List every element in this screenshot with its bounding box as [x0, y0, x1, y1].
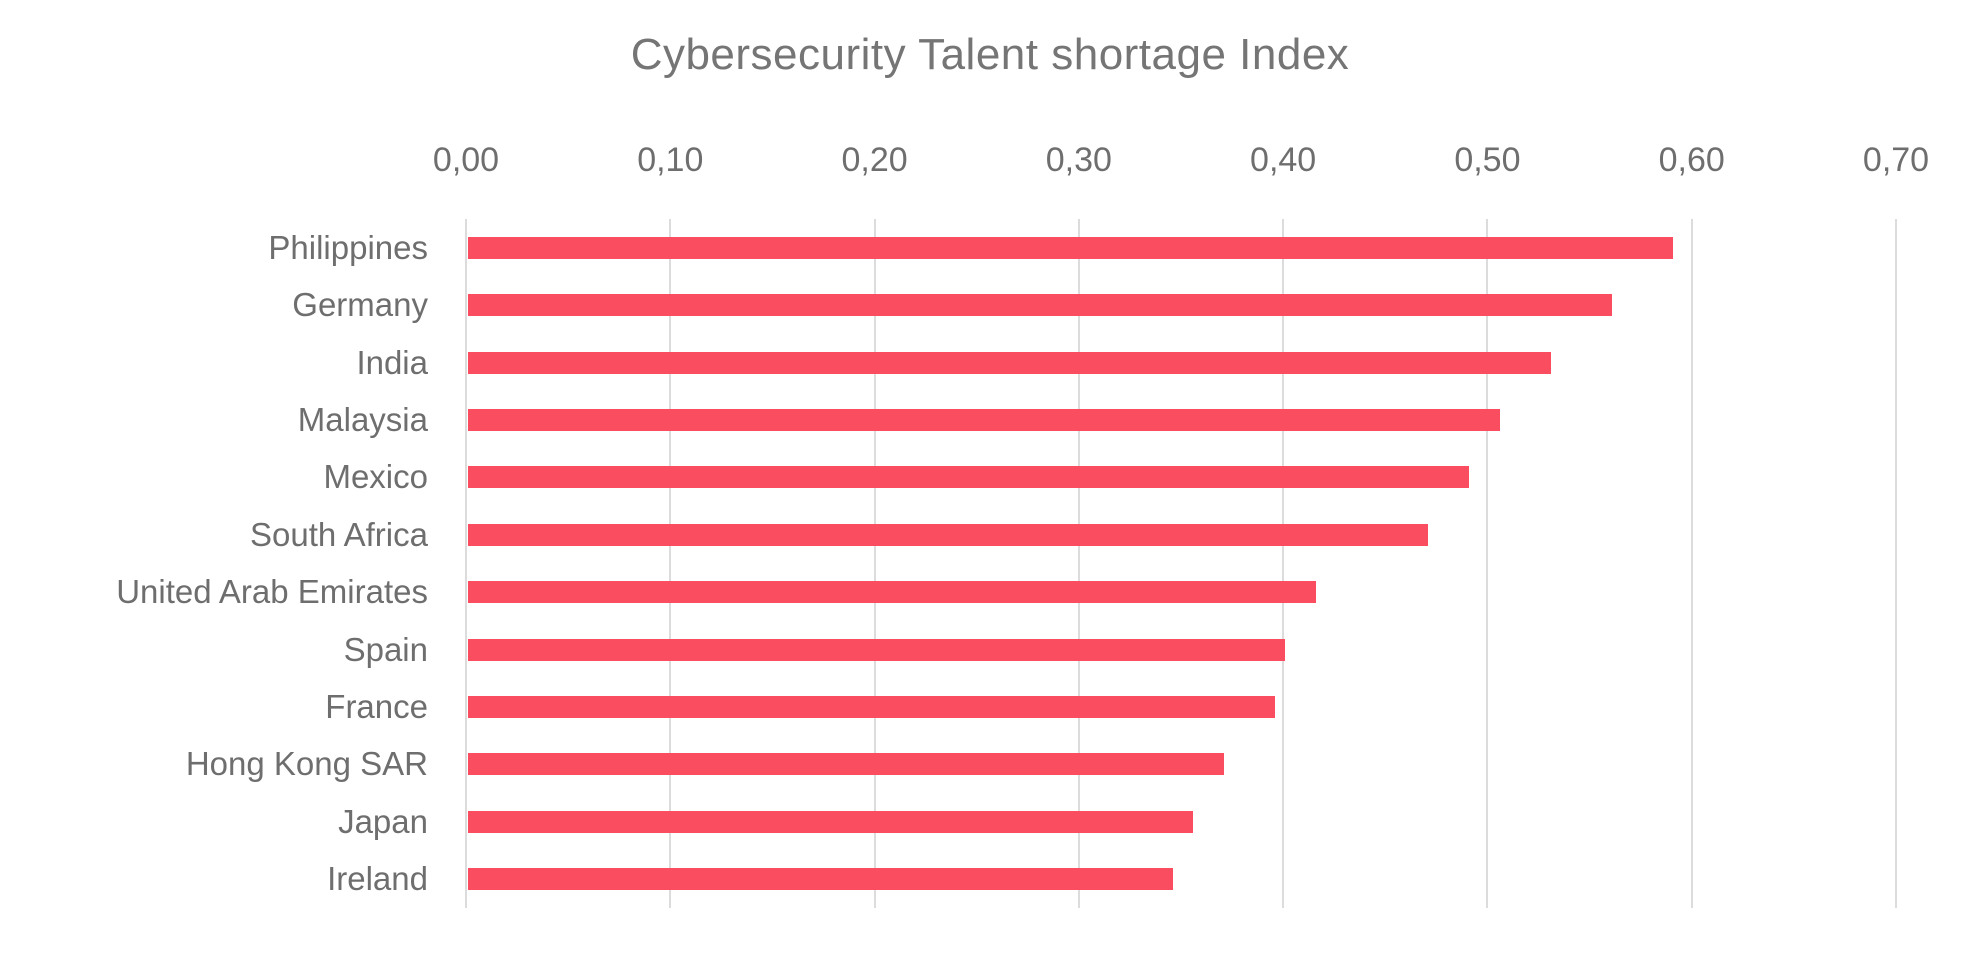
bar — [468, 581, 1316, 604]
category-label: Ireland — [327, 860, 428, 898]
bar — [468, 294, 1612, 317]
x-tick-label: 0,30 — [1045, 141, 1112, 179]
bar — [468, 810, 1194, 833]
bar — [468, 466, 1469, 489]
gridline — [1690, 219, 1693, 908]
x-tick-label: 0,00 — [432, 141, 500, 179]
x-tick-label: 0,60 — [1658, 141, 1725, 179]
bar — [468, 868, 1173, 891]
gridline — [1282, 219, 1285, 908]
category-label: India — [356, 343, 428, 381]
x-tick-label: 0,40 — [1250, 141, 1317, 179]
bar — [468, 753, 1224, 776]
x-tick-label: 0,70 — [1862, 141, 1930, 179]
x-tick-label: 0,20 — [841, 141, 908, 179]
gridline — [465, 219, 467, 908]
chart-title: Cybersecurity Talent shortage Index — [630, 30, 1350, 79]
category-label: Mexico — [323, 458, 428, 496]
category-label: Malaysia — [297, 400, 428, 438]
category-label: Japan — [338, 802, 428, 840]
x-tick-label: 0,10 — [637, 141, 704, 179]
category-label: Spain — [343, 630, 428, 668]
category-label: Hong Kong SAR — [185, 745, 428, 783]
category-label: Philippines — [268, 228, 428, 266]
bar — [468, 351, 1551, 374]
gridline — [1077, 219, 1080, 908]
category-label: Germany — [292, 286, 428, 324]
gridline — [1895, 219, 1897, 908]
gridline — [873, 219, 876, 908]
bar — [468, 236, 1674, 259]
category-label: United Arab Emirates — [116, 573, 428, 611]
category-label: France — [325, 688, 428, 726]
bar — [468, 696, 1275, 719]
bar — [468, 408, 1500, 431]
plot-area — [465, 219, 1897, 908]
gridline — [669, 219, 672, 908]
bar — [468, 638, 1286, 661]
category-label: South Africa — [250, 515, 428, 553]
gridline — [1486, 219, 1489, 908]
bar — [468, 523, 1429, 546]
x-tick-label: 0,50 — [1454, 141, 1521, 179]
